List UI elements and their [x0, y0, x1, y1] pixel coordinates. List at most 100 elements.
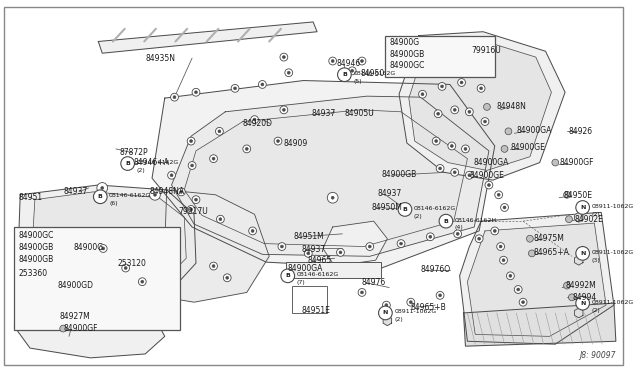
Circle shape: [495, 191, 502, 199]
Circle shape: [456, 232, 459, 235]
Circle shape: [527, 235, 533, 242]
Circle shape: [171, 93, 179, 101]
Polygon shape: [409, 39, 552, 170]
Circle shape: [60, 325, 67, 332]
Circle shape: [497, 243, 504, 250]
Text: 84992M: 84992M: [565, 281, 596, 290]
Circle shape: [407, 298, 415, 306]
Circle shape: [276, 140, 280, 142]
Polygon shape: [575, 255, 583, 265]
Text: 84965+A: 84965+A: [534, 248, 570, 257]
Circle shape: [195, 91, 198, 94]
Circle shape: [497, 193, 500, 196]
Circle shape: [500, 256, 508, 264]
Circle shape: [398, 203, 412, 216]
Text: 08911-1062G: 08911-1062G: [591, 300, 634, 305]
Circle shape: [477, 84, 485, 92]
Bar: [292, 286, 327, 313]
Circle shape: [488, 183, 490, 186]
Circle shape: [170, 174, 173, 177]
Text: 84900GF: 84900GF: [559, 158, 594, 167]
Text: 84935N: 84935N: [145, 54, 175, 62]
Circle shape: [177, 188, 185, 196]
Polygon shape: [463, 303, 616, 346]
Circle shape: [564, 191, 570, 198]
Text: B: B: [285, 273, 290, 278]
Text: 84900GB: 84900GB: [19, 255, 54, 264]
Bar: [286, 262, 381, 278]
Circle shape: [259, 81, 266, 89]
Circle shape: [499, 245, 502, 248]
Circle shape: [358, 57, 366, 65]
Circle shape: [253, 118, 256, 121]
Circle shape: [576, 201, 589, 214]
Circle shape: [210, 262, 218, 270]
Circle shape: [576, 296, 589, 310]
Text: 84950E: 84950E: [563, 191, 592, 200]
Circle shape: [348, 67, 356, 75]
Circle shape: [226, 276, 228, 279]
Circle shape: [285, 69, 292, 77]
Circle shape: [251, 230, 254, 232]
Text: 84976: 84976: [362, 278, 386, 287]
Polygon shape: [323, 221, 387, 266]
Circle shape: [187, 205, 195, 213]
Circle shape: [282, 56, 285, 58]
Circle shape: [280, 53, 288, 61]
Circle shape: [453, 171, 456, 174]
Circle shape: [439, 214, 452, 228]
Text: (2): (2): [591, 308, 600, 312]
Circle shape: [410, 301, 412, 304]
Circle shape: [168, 171, 175, 179]
Circle shape: [366, 243, 374, 250]
Circle shape: [121, 157, 134, 170]
Circle shape: [282, 108, 285, 111]
Circle shape: [468, 174, 471, 177]
Circle shape: [436, 112, 440, 115]
Text: 84951E: 84951E: [301, 305, 330, 314]
Circle shape: [468, 110, 471, 113]
Polygon shape: [99, 22, 317, 53]
Circle shape: [360, 60, 364, 62]
Circle shape: [519, 298, 527, 306]
Text: 84902E: 84902E: [575, 215, 604, 224]
Text: 84900G: 84900G: [74, 243, 104, 252]
Text: (2): (2): [591, 212, 600, 217]
Text: 84946: 84946: [337, 60, 361, 68]
Circle shape: [436, 164, 444, 172]
Circle shape: [506, 272, 515, 280]
Circle shape: [307, 252, 310, 255]
Circle shape: [212, 264, 215, 267]
Circle shape: [484, 120, 486, 123]
Circle shape: [122, 264, 129, 272]
Circle shape: [138, 278, 146, 286]
Circle shape: [399, 242, 403, 245]
Circle shape: [484, 103, 490, 110]
Circle shape: [479, 87, 483, 90]
Circle shape: [501, 145, 508, 152]
Circle shape: [189, 140, 193, 142]
Text: 79917U: 79917U: [179, 207, 208, 216]
Circle shape: [329, 57, 337, 65]
Text: B: B: [342, 72, 347, 77]
Circle shape: [438, 83, 446, 90]
Circle shape: [351, 69, 354, 72]
Circle shape: [481, 118, 489, 125]
Circle shape: [465, 171, 474, 179]
Circle shape: [529, 250, 535, 257]
Circle shape: [332, 196, 334, 199]
Circle shape: [93, 190, 107, 203]
Circle shape: [261, 83, 264, 86]
Circle shape: [219, 218, 222, 221]
Bar: [14, 227, 180, 330]
Circle shape: [429, 235, 432, 238]
Circle shape: [100, 186, 104, 189]
Polygon shape: [172, 96, 489, 256]
Circle shape: [305, 250, 312, 257]
Text: J8: 90097: J8: 90097: [579, 352, 616, 360]
Polygon shape: [575, 212, 583, 222]
Text: 84927M: 84927M: [60, 312, 90, 321]
Circle shape: [216, 215, 224, 223]
Circle shape: [189, 208, 193, 211]
Text: N: N: [580, 205, 586, 210]
